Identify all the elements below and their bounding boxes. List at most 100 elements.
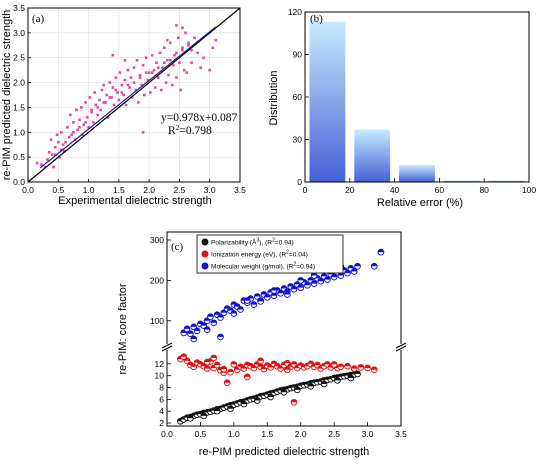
data-point-fill-series-2 bbox=[210, 355, 217, 358]
panel-a-r2: R2=0.798 bbox=[168, 123, 212, 138]
data-point bbox=[84, 101, 87, 104]
panel-c-y-label: re-PIM: core factor bbox=[117, 283, 129, 374]
data-point bbox=[144, 56, 148, 60]
data-point bbox=[130, 96, 134, 99]
data-point-fill-series-3 bbox=[351, 268, 358, 272]
data-point bbox=[136, 101, 140, 104]
data-point-fill-series-2 bbox=[230, 361, 237, 365]
data-point-fill-series-3 bbox=[227, 307, 234, 311]
data-point bbox=[108, 96, 112, 99]
data-point bbox=[159, 88, 163, 92]
data-point-fill-series-3 bbox=[321, 273, 328, 277]
panel-c-break-mark-right-2 bbox=[395, 345, 407, 352]
x-tick-label: 1.5 bbox=[261, 429, 273, 439]
panel-a-x-label: Experimental dielectric strength bbox=[58, 195, 211, 207]
panel-c-legend-box bbox=[196, 234, 344, 274]
y-tick-label: 0.5 bbox=[13, 152, 25, 162]
data-point-fill-series-1 bbox=[187, 415, 194, 419]
data-point bbox=[55, 133, 59, 137]
data-point bbox=[199, 66, 202, 69]
data-point bbox=[96, 113, 99, 117]
x-tick-label: 2.0 bbox=[143, 185, 155, 195]
data-point bbox=[120, 83, 124, 87]
x-tick-label: 100 bbox=[522, 185, 536, 195]
data-point bbox=[114, 88, 118, 92]
data-point bbox=[94, 103, 98, 107]
data-point bbox=[132, 66, 136, 69]
data-point bbox=[43, 165, 47, 169]
data-point bbox=[146, 78, 150, 82]
data-point bbox=[56, 140, 60, 144]
panel-a-y-label: re-PIM predicted dielectric strength bbox=[1, 10, 13, 181]
data-point-fill-series-2 bbox=[271, 360, 277, 364]
data-point-fill-series-3 bbox=[254, 293, 261, 297]
panel-a-scatter: 0.0 0.5 1.0 1.5 2.0 2.5 3.0 3.5 0.0 0.5 1.0 1.5 2.0… bbox=[1, 3, 246, 207]
data-point bbox=[181, 48, 184, 52]
data-point bbox=[88, 96, 92, 99]
y-tick-label: 300 bbox=[150, 235, 164, 245]
x-tick-label: 3.5 bbox=[395, 429, 407, 439]
data-point bbox=[120, 91, 124, 94]
data-point bbox=[140, 83, 144, 87]
data-point bbox=[60, 148, 63, 151]
data-point bbox=[78, 126, 81, 129]
panel-a-identity-line bbox=[27, 7, 241, 183]
data-point-fill-series-3 bbox=[190, 323, 197, 327]
x-tick-label: 40 bbox=[390, 185, 400, 195]
panel-b-x-ticks: 0 20 40 60 80 100 bbox=[303, 178, 536, 195]
data-point bbox=[106, 116, 110, 119]
y-tick-label: 3.5 bbox=[13, 3, 25, 13]
data-point bbox=[63, 149, 66, 153]
data-point bbox=[82, 123, 86, 127]
data-point bbox=[70, 133, 73, 137]
data-point bbox=[190, 48, 193, 52]
data-point bbox=[211, 46, 215, 50]
y-tick-label: 2.5 bbox=[13, 53, 25, 63]
data-point bbox=[123, 78, 127, 82]
data-point-fill-series-3 bbox=[251, 301, 257, 305]
data-point bbox=[64, 140, 67, 144]
data-point bbox=[208, 68, 212, 72]
data-point-fill-series-2 bbox=[244, 373, 251, 377]
x-tick-label: 3.0 bbox=[362, 429, 374, 439]
data-point bbox=[93, 91, 96, 94]
y-tick-label: 1.5 bbox=[13, 102, 25, 112]
data-point bbox=[141, 130, 145, 134]
data-point bbox=[175, 76, 178, 79]
data-point bbox=[196, 51, 199, 55]
data-point-fill-series-3 bbox=[311, 280, 317, 284]
data-point bbox=[193, 36, 196, 40]
data-point bbox=[150, 53, 154, 57]
histogram-bar bbox=[399, 165, 435, 182]
legend-marker-polarizability bbox=[201, 238, 209, 246]
data-point bbox=[202, 56, 205, 60]
data-point bbox=[112, 103, 116, 107]
panel-c-x-label: re-PIM predicted dielectric strength bbox=[199, 446, 370, 458]
data-point bbox=[50, 153, 54, 156]
panel-b-y-ticks: 0 30 60 90 120 bbox=[288, 7, 309, 187]
data-point-fill-series-1 bbox=[307, 383, 314, 387]
data-point-fill-series-1 bbox=[294, 386, 301, 390]
data-point-fill-series-1 bbox=[214, 408, 221, 412]
data-point-fill-series-2 bbox=[274, 363, 281, 367]
data-point bbox=[105, 93, 109, 97]
data-point-fill-series-3 bbox=[287, 283, 294, 287]
data-point bbox=[173, 53, 176, 57]
data-point bbox=[175, 51, 178, 55]
data-point bbox=[134, 88, 138, 92]
data-point-fill-series-2 bbox=[357, 364, 364, 368]
data-point bbox=[162, 61, 166, 64]
data-point bbox=[172, 63, 175, 67]
y-tick-label: 0.0 bbox=[13, 177, 25, 187]
panel-b-y-label: Distribution bbox=[268, 70, 280, 125]
data-point-fill-series-3 bbox=[378, 249, 384, 253]
data-point-fill-series-3 bbox=[204, 326, 211, 330]
data-point-fill-series-3 bbox=[261, 291, 267, 295]
y-tick-label: 60 bbox=[293, 92, 303, 102]
data-point-fill-series-2 bbox=[184, 357, 190, 361]
y-tick-label: 6 bbox=[159, 394, 164, 404]
x-tick-label: 1.0 bbox=[228, 429, 240, 439]
data-point-fill-series-2 bbox=[257, 363, 264, 367]
x-tick-label: 1.5 bbox=[113, 185, 125, 195]
